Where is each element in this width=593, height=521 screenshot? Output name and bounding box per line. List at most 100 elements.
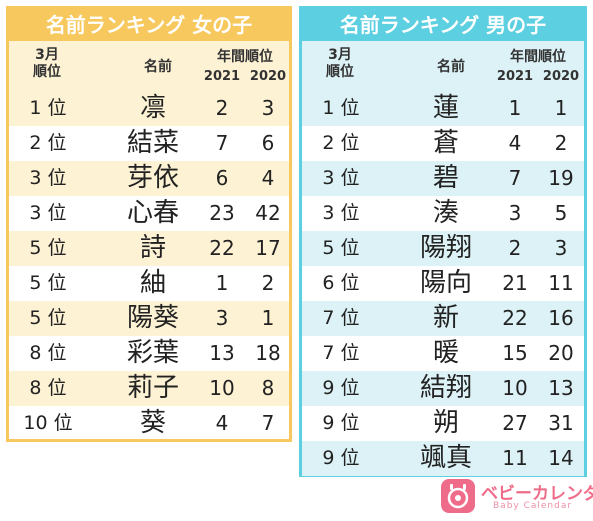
rank-2021-cell: 4 <box>215 411 229 435</box>
table-row: 2 位 蒼 4 2 <box>302 126 584 161</box>
name-cell: 陽向 <box>419 268 472 298</box>
rank-cell: 5 位 <box>29 307 67 329</box>
rank-2020-cell: 6 <box>261 131 275 155</box>
boys-column-header: 3月 順位 名前 年間順位 2021 2020 <box>302 41 584 91</box>
rank-cell: 3 位 <box>29 167 67 189</box>
name-cell: 蓮 <box>432 93 459 123</box>
name-cell: 彩葉 <box>126 338 179 368</box>
rank-cell: 3 位 <box>322 202 360 224</box>
rank-2020-cell: 1 <box>261 306 275 330</box>
rank-2020-cell: 16 <box>548 306 574 330</box>
rank-2020-cell: 3 <box>554 236 568 260</box>
boys-table-title: 名前ランキング 男の子 <box>302 9 584 41</box>
table-row: 8 位 莉子 10 8 <box>9 371 289 406</box>
table-row: 6 位 陽向 21 11 <box>302 266 584 301</box>
name-cell: 暖 <box>432 338 459 368</box>
rank-2021-cell: 4 <box>508 131 522 155</box>
name-cell: 莉子 <box>126 373 179 403</box>
rank-2021-cell: 7 <box>508 166 522 190</box>
table-row: 8 位 彩葉 13 18 <box>9 336 289 371</box>
girls-column-header: 3月 順位 名前 年間順位 2021 2020 <box>9 41 289 91</box>
table-row: 10 位 葵 4 7 <box>9 406 289 441</box>
rank-2021-cell: 2 <box>508 236 522 260</box>
table-row: 3 位 碧 7 19 <box>302 161 584 196</box>
logo-brand-text: ベビーカレンダー <box>481 484 593 504</box>
baby-calendar-logo-icon <box>441 479 475 513</box>
rank-2021-cell: 10 <box>209 376 235 400</box>
table-row: 7 位 新 22 16 <box>302 301 584 336</box>
rank-2020-cell: 2 <box>261 271 275 295</box>
name-cell: 結菜 <box>126 128 179 158</box>
rank-cell: 5 位 <box>29 237 67 259</box>
rank-cell: 5 位 <box>29 272 67 294</box>
name-cell: 湊 <box>432 198 459 228</box>
rank-cell: 9 位 <box>322 412 360 434</box>
rank-2021-cell: 7 <box>215 131 229 155</box>
name-cell: 詩 <box>139 233 166 263</box>
rank-2021-cell: 3 <box>215 306 229 330</box>
boys-ranking-table: 名前ランキング 男の子 3月 順位 名前 年間順位 2021 2020 1 位 蓮… <box>299 6 587 477</box>
rank-cell: 7 位 <box>322 307 360 329</box>
rank-2020-cell: 19 <box>548 166 574 190</box>
table-row: 5 位 陽葵 3 1 <box>9 301 289 336</box>
girls-ranking-table: 名前ランキング 女の子 3月 順位 名前 年間順位 2021 2020 1 位 凛… <box>6 6 292 442</box>
name-cell: 碧 <box>432 163 459 193</box>
rank-2021-cell: 3 <box>508 201 522 225</box>
year-2021-header: 2021 <box>496 69 534 84</box>
girls-table-title: 名前ランキング 女の子 <box>9 9 289 41</box>
rank-cell: 3 位 <box>322 167 360 189</box>
rank-2020-cell: 7 <box>261 411 275 435</box>
rank-2020-cell: 4 <box>261 166 275 190</box>
rank-cell: 10 位 <box>23 412 73 434</box>
rank-cell: 1 位 <box>29 97 67 119</box>
name-cell: 朔 <box>432 408 459 438</box>
table-row: 3 位 湊 3 5 <box>302 196 584 231</box>
name-header: 名前 <box>144 59 172 75</box>
name-cell: 新 <box>432 303 459 333</box>
table-row: 2 位 結菜 7 6 <box>9 126 289 161</box>
table-row: 9 位 結翔 10 13 <box>302 371 584 406</box>
rank-2020-cell: 18 <box>255 341 281 365</box>
month-rank-header: 3月 順位 <box>326 47 354 80</box>
rank-2021-cell: 27 <box>502 411 528 435</box>
year-2021-header: 2021 <box>203 69 241 84</box>
table-row: 1 位 蓮 1 1 <box>302 91 584 126</box>
rank-cell: 1 位 <box>322 97 360 119</box>
rank-cell: 2 位 <box>322 132 360 154</box>
name-cell: 紬 <box>139 268 166 298</box>
name-header: 名前 <box>437 59 465 75</box>
rank-2021-cell: 23 <box>209 201 235 225</box>
table-row: 1 位 凛 2 3 <box>9 91 289 126</box>
rank-cell: 8 位 <box>29 342 67 364</box>
table-row: 9 位 朔 27 31 <box>302 406 584 441</box>
name-cell: 葵 <box>139 408 166 438</box>
rank-2021-cell: 2 <box>215 96 229 120</box>
rank-cell: 5 位 <box>322 237 360 259</box>
rank-cell: 2 位 <box>29 132 67 154</box>
rank-cell: 3 位 <box>29 202 67 224</box>
rank-2020-cell: 20 <box>548 341 574 365</box>
rank-2020-cell: 2 <box>554 131 568 155</box>
year-2020-header: 2020 <box>542 69 580 84</box>
rank-2020-cell: 5 <box>554 201 568 225</box>
rank-2021-cell: 6 <box>215 166 229 190</box>
rank-2020-cell: 14 <box>548 446 574 470</box>
name-cell: 結翔 <box>419 373 472 403</box>
name-cell: 芽依 <box>126 163 179 193</box>
rank-cell: 8 位 <box>29 377 67 399</box>
rank-2021-cell: 22 <box>209 236 235 260</box>
rank-2021-cell: 1 <box>508 96 522 120</box>
name-cell: 颯真 <box>419 443 472 473</box>
rank-cell: 7 位 <box>322 342 360 364</box>
name-cell: 陽葵 <box>126 303 179 333</box>
name-cell: 蒼 <box>432 128 459 158</box>
table-row: 7 位 暖 15 20 <box>302 336 584 371</box>
rank-2020-cell: 11 <box>548 271 574 295</box>
rank-2021-cell: 22 <box>502 306 528 330</box>
rank-2021-cell: 10 <box>502 376 528 400</box>
table-row: 3 位 心春 23 42 <box>9 196 289 231</box>
baby-calendar-logo: ベビーカレンダー Baby Calendar <box>441 477 593 517</box>
table-row: 9 位 颯真 11 14 <box>302 441 584 476</box>
